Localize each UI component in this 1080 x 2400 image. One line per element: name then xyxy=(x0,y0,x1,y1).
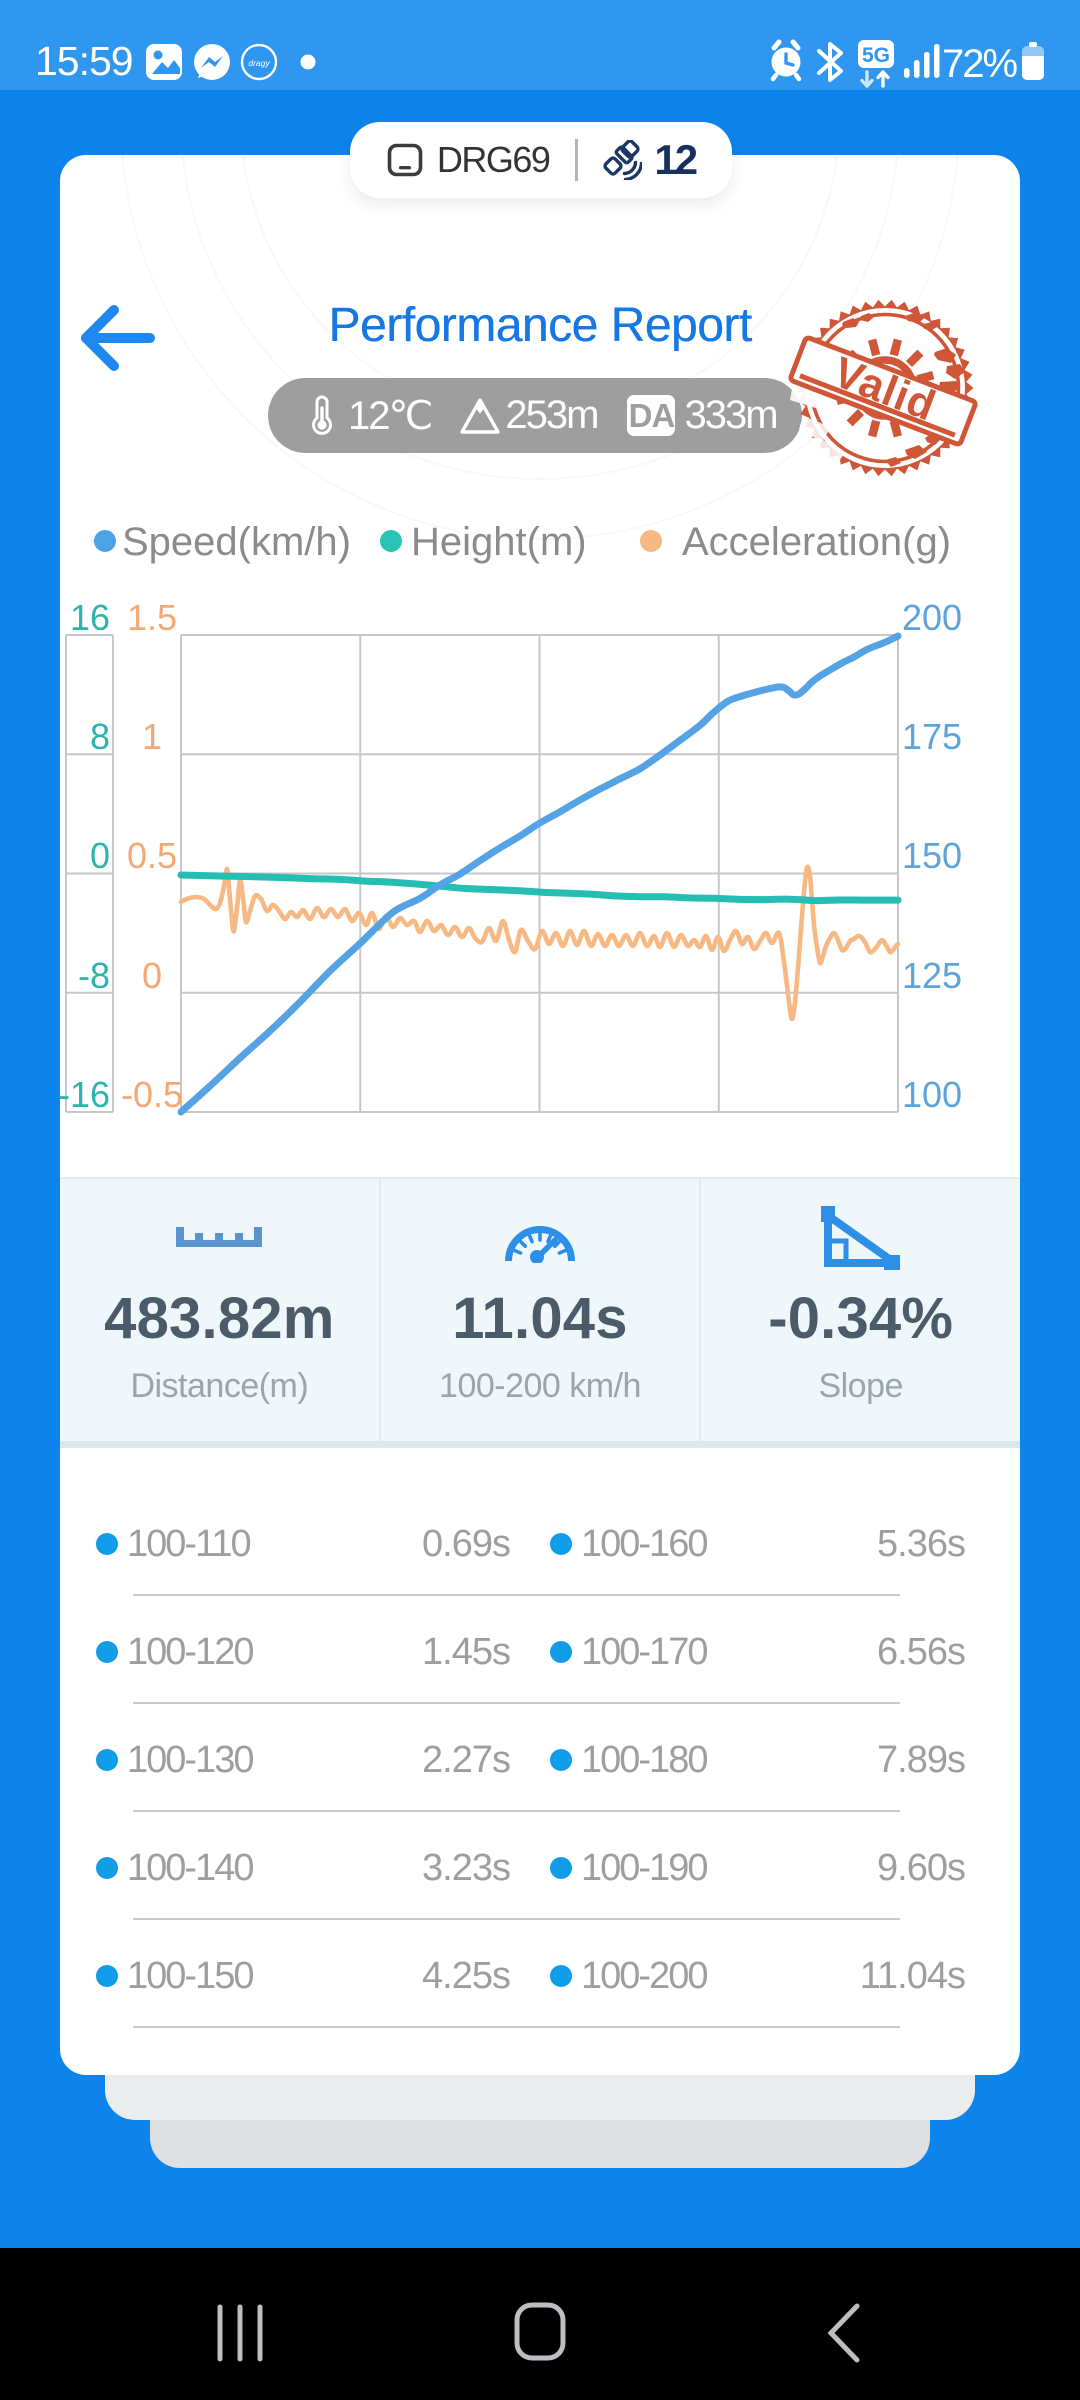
svg-text:5G: 5G xyxy=(862,44,890,67)
svg-text:-8: -8 xyxy=(78,955,110,996)
svg-text:-16: -16 xyxy=(58,1074,110,1115)
svg-text:72%: 72% xyxy=(942,42,1017,86)
svg-text:1.5: 1.5 xyxy=(127,597,177,638)
svg-text:125: 125 xyxy=(902,955,962,996)
svg-text:-0.5: -0.5 xyxy=(121,1074,183,1115)
svg-text:150: 150 xyxy=(902,835,962,876)
svg-text:16: 16 xyxy=(70,597,110,638)
svg-text:175: 175 xyxy=(902,716,962,757)
svg-text:1: 1 xyxy=(142,716,162,757)
svg-text:0: 0 xyxy=(142,955,162,996)
svg-text:dragy: dragy xyxy=(248,58,270,68)
svg-text:100: 100 xyxy=(902,1074,962,1115)
svg-text:0: 0 xyxy=(90,835,110,876)
svg-text:0.5: 0.5 xyxy=(127,835,177,876)
svg-text:8: 8 xyxy=(90,716,110,757)
svg-text:200: 200 xyxy=(902,597,962,638)
